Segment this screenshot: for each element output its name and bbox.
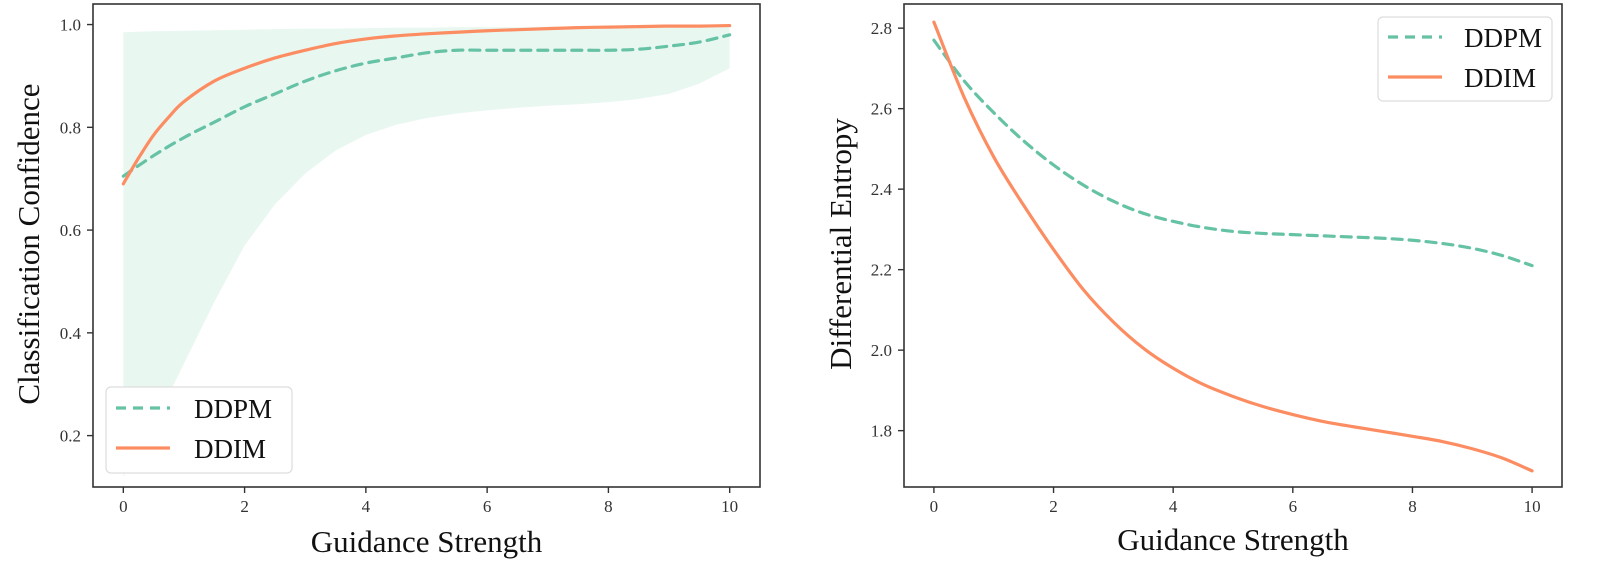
y-tick-label: 2.6 [871,100,892,119]
x-tick-label: 8 [604,497,613,516]
y-tick-label: 0.6 [60,221,81,240]
x-tick-label: 10 [721,497,738,516]
legend-ddim-label: DDIM [1464,63,1536,93]
ddpm-confidence-band [123,25,730,477]
x-tick-label: 0 [930,497,939,516]
y-tick-label: 2.2 [871,261,892,280]
y-ticks: 1.8 2.0 2.2 2.4 2.6 2.8 [871,19,904,441]
x-tick-label: 2 [1049,497,1058,516]
confidence-chart: 0 2 4 6 8 10 0.2 0.4 0.6 0.8 1.0 Guidance Strengt… [11,3,761,559]
y-axis-label: Classification Confidence [11,83,46,404]
ddpm-line [121,33,732,178]
legend-box [1377,16,1553,102]
y-ticks: 0.2 0.4 0.6 0.8 1.0 [60,16,93,446]
x-tick-label: 6 [1289,497,1298,516]
legend: DDPM DDIM [1377,16,1553,102]
y-tick-label: 0.4 [60,324,82,343]
y-tick-label: 2.4 [871,180,893,199]
y-tick-label: 1.0 [60,16,81,35]
y-tick-label: 2.0 [871,341,892,360]
ddpm-line [932,38,1534,268]
y-tick-label: 0.8 [60,118,81,137]
x-tick-label: 2 [240,497,249,516]
legend: DDPM DDIM [105,386,293,474]
ddim-line [121,23,732,186]
x-tick-label: 8 [1408,497,1417,516]
x-axis-label: Guidance Strength [311,524,543,559]
x-tick-label: 4 [362,497,371,516]
x-axis-label: Guidance Strength [1117,522,1349,557]
ddim-line [932,20,1534,473]
entropy-chart: 0 2 4 6 8 10 1.8 2.0 2.2 2.4 2.6 2.8 Guidance Stre… [823,3,1563,557]
x-ticks: 0 2 4 6 8 10 [930,487,1541,516]
axes-frame [903,3,1563,488]
axes-frame [92,3,761,488]
y-tick-label: 2.8 [871,19,892,38]
x-tick-label: 0 [119,497,128,516]
legend-ddim-label: DDIM [194,434,266,464]
x-tick-label: 10 [1524,497,1541,516]
y-tick-label: 0.2 [60,427,81,446]
legend-ddpm-label: DDPM [1464,23,1542,53]
x-ticks: 0 2 4 6 8 10 [119,487,738,516]
legend-ddpm-label: DDPM [194,394,272,424]
y-axis-label: Differential Entropy [823,118,858,370]
x-tick-label: 6 [483,497,492,516]
y-tick-label: 1.8 [871,422,892,441]
x-tick-label: 4 [1169,497,1178,516]
